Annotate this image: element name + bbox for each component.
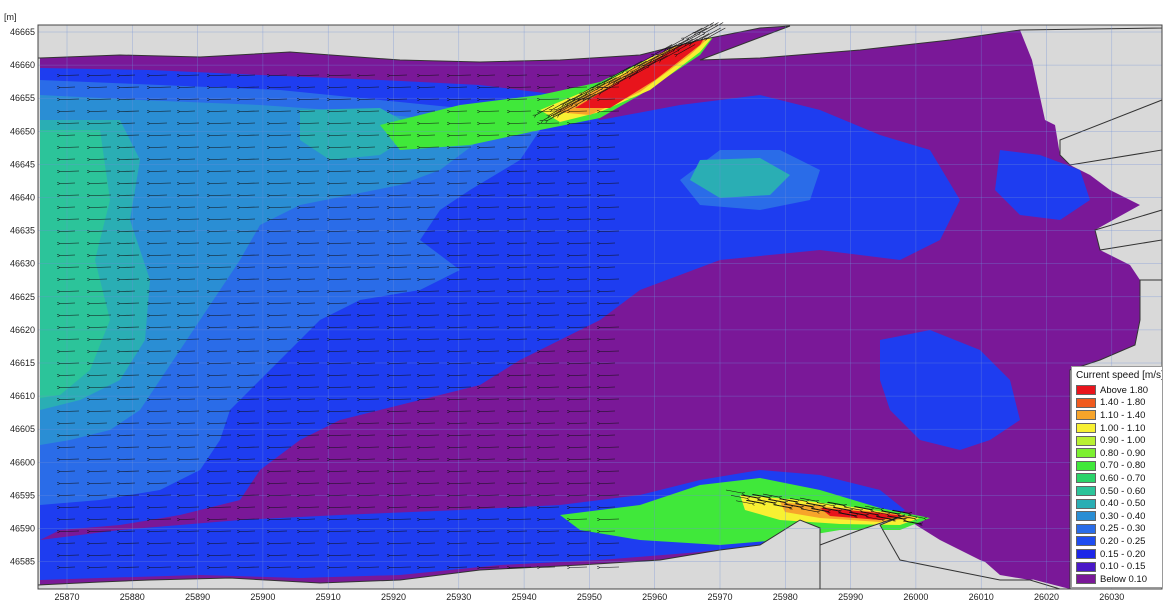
legend-item: 0.80 - 0.90 (1072, 447, 1162, 460)
x-tick-label: 25980 (773, 592, 798, 602)
legend-title: Current speed [m/s] (1072, 367, 1162, 384)
legend-item: 1.40 - 1.80 (1072, 397, 1162, 410)
legend-swatch (1076, 536, 1096, 546)
x-tick-label: 25880 (120, 592, 145, 602)
x-tick-label: 25870 (54, 592, 79, 602)
legend-item: 0.50 - 0.60 (1072, 485, 1162, 498)
legend-item: 0.20 - 0.25 (1072, 535, 1162, 548)
y-tick-label: 46635 (10, 226, 35, 236)
y-tick-label: 46630 (10, 259, 35, 269)
legend-swatch (1076, 448, 1096, 458)
x-tick-label: 26020 (1034, 592, 1059, 602)
legend-swatch (1076, 524, 1096, 534)
legend-label: 1.40 - 1.80 (1100, 397, 1145, 408)
legend-label: 0.20 - 0.25 (1100, 536, 1145, 547)
legend-swatch (1076, 549, 1096, 559)
legend-item: 0.60 - 0.70 (1072, 472, 1162, 485)
y-tick-label: 46640 (10, 193, 35, 203)
legend-item: 0.70 - 0.80 (1072, 460, 1162, 473)
y-tick-label: 46650 (10, 126, 35, 136)
legend-label: 1.10 - 1.40 (1100, 410, 1145, 421)
y-axis: 46665 46660 46655 46650 46645 46640 46635 46630… (10, 27, 35, 567)
legend-label: 0.25 - 0.30 (1100, 523, 1145, 534)
y-tick-label: 46600 (10, 457, 35, 467)
y-tick-label: 46655 (10, 93, 35, 103)
y-tick-label: 46660 (10, 60, 35, 70)
legend-item: 0.40 - 0.50 (1072, 497, 1162, 510)
y-tick-label: 46595 (10, 490, 35, 500)
y-tick-label: 46585 (10, 557, 35, 567)
legend: Current speed [m/s] Above 1.80 1.40 - 1.8… (1071, 366, 1163, 588)
x-tick-label: 25950 (577, 592, 602, 602)
unit-label: [m] (4, 12, 17, 22)
x-tick-label: 26010 (969, 592, 994, 602)
y-tick-label: 46625 (10, 292, 35, 302)
legend-item: Below 0.10 (1072, 573, 1162, 586)
legend-label: 0.80 - 0.90 (1100, 448, 1145, 459)
y-tick-label: 46605 (10, 424, 35, 434)
legend-swatch (1076, 423, 1096, 433)
y-tick-label: 46645 (10, 159, 35, 169)
legend-swatch (1076, 385, 1096, 395)
y-tick-label: 46590 (10, 524, 35, 534)
legend-label: 0.60 - 0.70 (1100, 473, 1145, 484)
legend-swatch (1076, 461, 1096, 471)
legend-item: 0.30 - 0.40 (1072, 510, 1162, 523)
x-tick-label: 25910 (316, 592, 341, 602)
x-tick-label: 25960 (642, 592, 667, 602)
legend-swatch (1076, 562, 1096, 572)
legend-item: 0.25 - 0.30 (1072, 523, 1162, 536)
legend-swatch (1076, 473, 1096, 483)
x-tick-label: 26030 (1099, 592, 1124, 602)
legend-swatch (1076, 486, 1096, 496)
legend-label: 0.50 - 0.60 (1100, 486, 1145, 497)
x-tick-label: 25890 (185, 592, 210, 602)
legend-label: 0.40 - 0.50 (1100, 498, 1145, 509)
legend-label: 0.15 - 0.20 (1100, 549, 1145, 560)
legend-item: 1.10 - 1.40 (1072, 409, 1162, 422)
legend-label: Above 1.80 (1100, 385, 1148, 396)
legend-item: 0.10 - 0.15 (1072, 560, 1162, 573)
y-tick-label: 46615 (10, 358, 35, 368)
x-axis: 25870 25880 25890 25900 25910 25920 25930 25940… (54, 592, 1124, 602)
x-tick-label: 25940 (512, 592, 537, 602)
legend-swatch (1076, 511, 1096, 521)
legend-item: Above 1.80 (1072, 384, 1162, 397)
y-tick-label: 46665 (10, 27, 35, 37)
water-body (40, 26, 1140, 589)
legend-item: 0.15 - 0.20 (1072, 548, 1162, 561)
legend-label: 0.30 - 0.40 (1100, 511, 1145, 522)
x-tick-label: 25930 (446, 592, 471, 602)
legend-swatch (1076, 436, 1096, 446)
legend-label: 0.90 - 1.00 (1100, 435, 1145, 446)
x-tick-label: 26000 (903, 592, 928, 602)
legend-label: 0.10 - 0.15 (1100, 561, 1145, 572)
legend-swatch (1076, 574, 1096, 584)
legend-label: 1.00 - 1.10 (1100, 423, 1145, 434)
legend-swatch (1076, 398, 1096, 408)
legend-rows: Above 1.80 1.40 - 1.80 1.10 - 1.40 1.00 - 1… (1072, 384, 1162, 586)
legend-swatch (1076, 499, 1096, 509)
legend-label: 0.70 - 0.80 (1100, 460, 1145, 471)
x-tick-label: 25970 (707, 592, 732, 602)
legend-item: 1.00 - 1.10 (1072, 422, 1162, 435)
x-tick-label: 25900 (250, 592, 275, 602)
x-tick-label: 25990 (838, 592, 863, 602)
y-tick-label: 46610 (10, 391, 35, 401)
legend-swatch (1076, 410, 1096, 420)
x-tick-label: 25920 (381, 592, 406, 602)
legend-label: Below 0.10 (1100, 574, 1147, 585)
legend-item: 0.90 - 1.00 (1072, 434, 1162, 447)
y-tick-label: 46620 (10, 325, 35, 335)
